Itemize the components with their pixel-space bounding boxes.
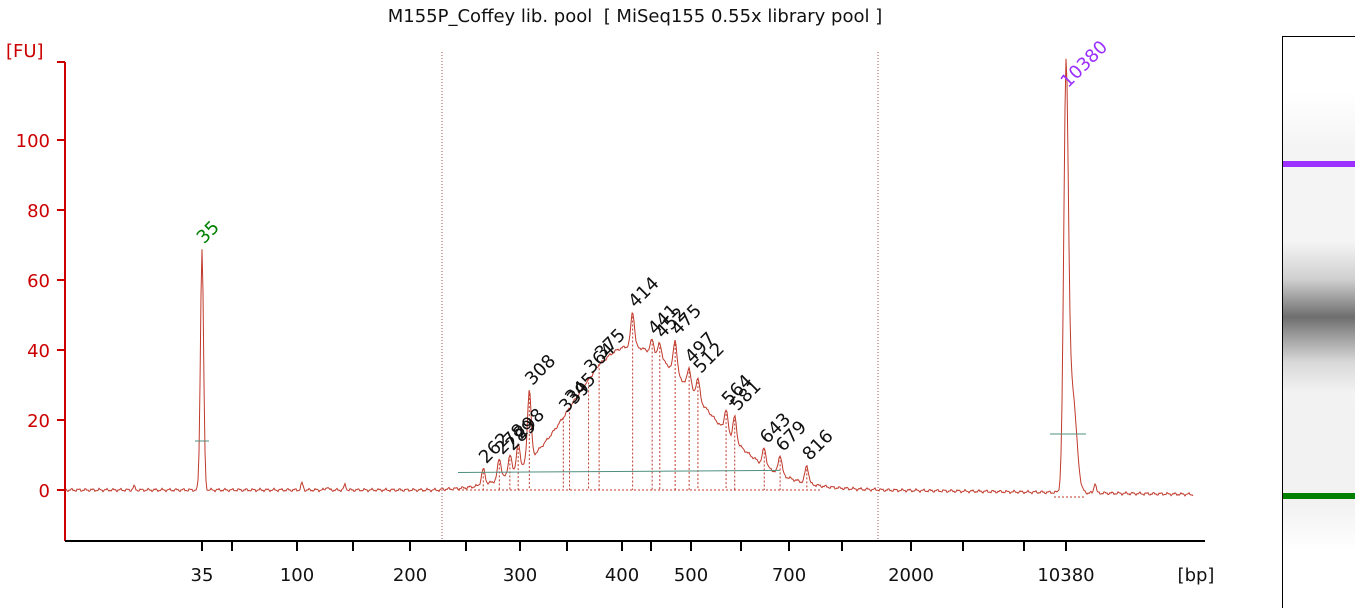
gel-lane <box>1282 36 1355 608</box>
x-tick-label: 500 <box>674 565 708 586</box>
x-tick-label: 200 <box>393 565 427 586</box>
y-tick-label: 100 <box>16 131 50 152</box>
trace-layer <box>64 52 1194 541</box>
smear-baseline <box>457 469 781 473</box>
gel-upper-marker-band <box>1283 161 1355 167</box>
gel-smear-band <box>1283 242 1355 392</box>
lower-marker-label: 35 <box>193 217 224 248</box>
electropherogram-trace <box>64 58 1194 497</box>
y-tick-label: 80 <box>27 201 50 222</box>
chart-title: M155P_Coffey lib. pool [ MiSeq155 0.55x … <box>387 6 883 27</box>
axis-layer: 0 20 40 60 80 100 [FU] 35 100 200 300 400 500 700 2000… <box>6 41 1214 586</box>
electropherogram-plot: 0 20 40 60 80 100 [FU] 35 100 200 300 400 500 700 2000… <box>6 37 1214 586</box>
x-tick-label: 400 <box>605 565 639 586</box>
gel-lower-marker-band <box>1283 493 1355 499</box>
y-tick-label: 40 <box>27 341 50 362</box>
y-tick-label: 20 <box>27 411 50 432</box>
label-layer: 2622782892983083393453643754144414524754… <box>193 37 1112 468</box>
x-tick-label: 300 <box>503 565 537 586</box>
x-tick-label: 10380 <box>1037 565 1094 586</box>
x-axis-title: [bp] <box>1178 565 1215 586</box>
upper-marker-label: 10380 <box>1057 37 1112 92</box>
x-tick-label: 100 <box>280 565 314 586</box>
x-tick-label: 2000 <box>888 565 934 586</box>
x-tick-label: 35 <box>191 565 214 586</box>
y-tick-label: 0 <box>39 481 50 502</box>
y-axis-title: [FU] <box>6 41 44 62</box>
y-tick-label: 60 <box>27 271 50 292</box>
peak-label: 308 <box>521 351 560 390</box>
peak-label: 414 <box>624 273 663 312</box>
x-tick-label: 700 <box>772 565 806 586</box>
